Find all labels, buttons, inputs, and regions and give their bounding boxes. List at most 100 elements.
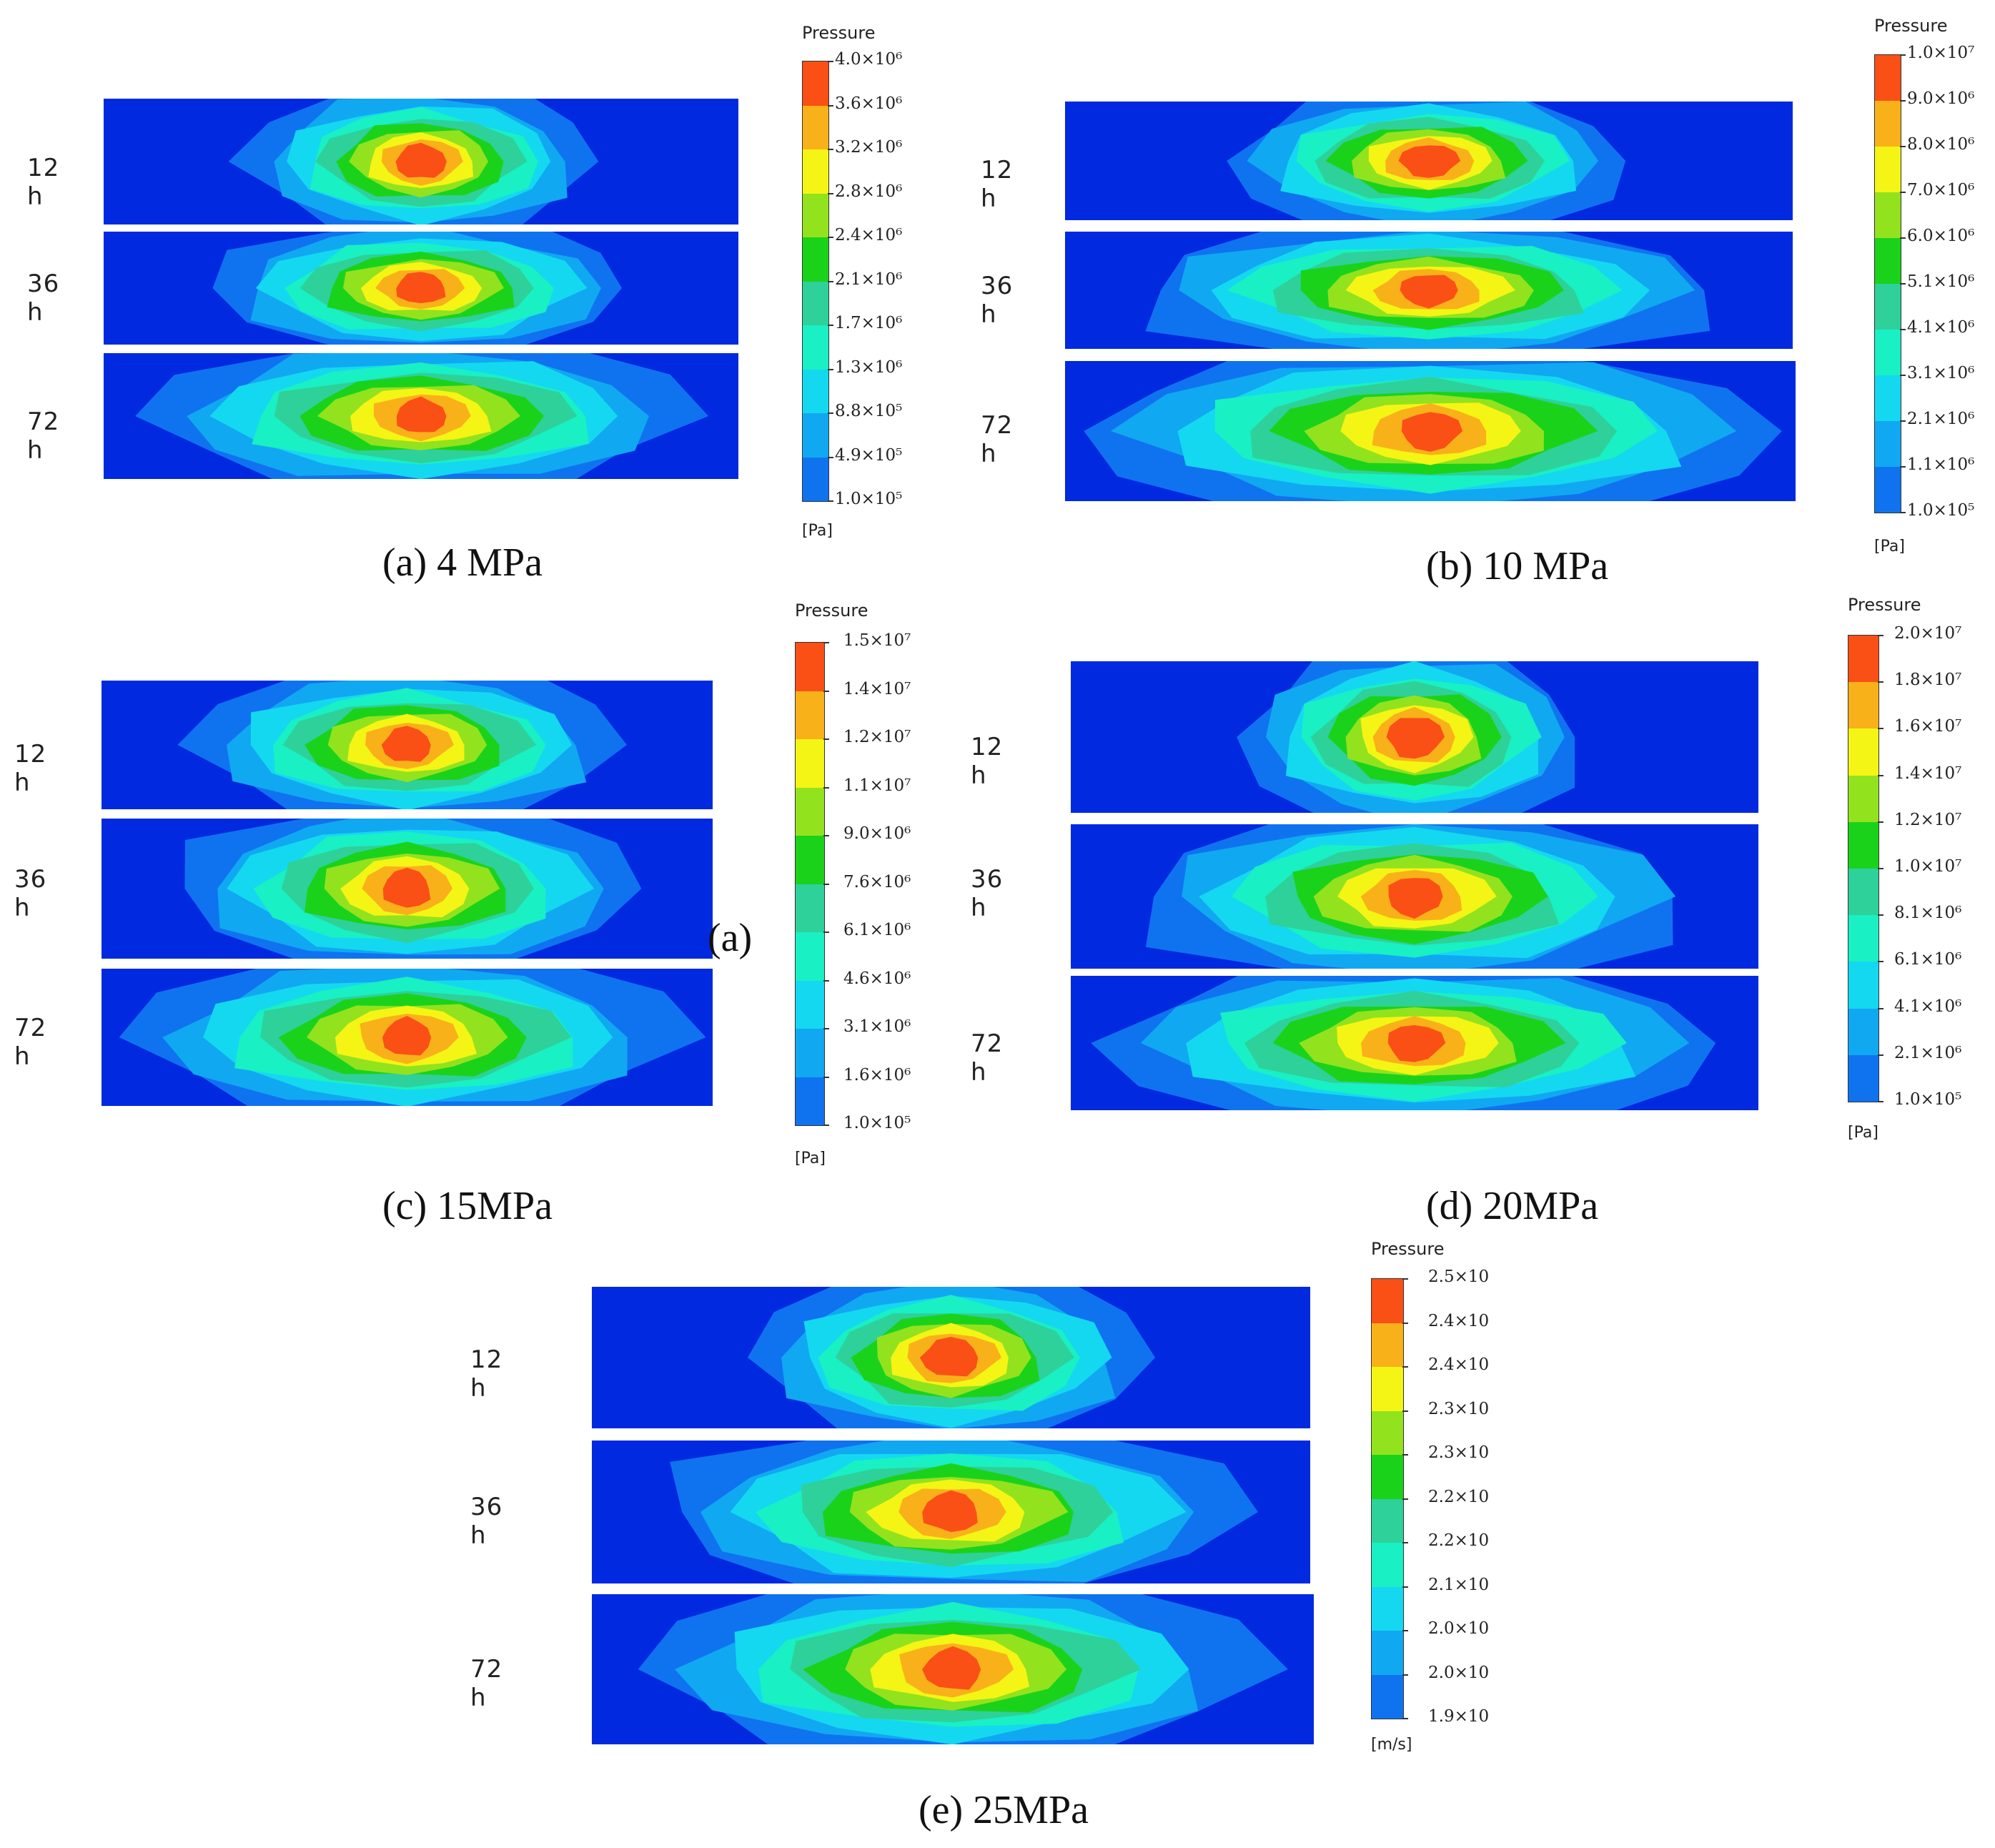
colorbar-tick-label: 3.1×10⁶ — [1907, 364, 1975, 382]
colorbar-tick-label: 4.9×10⁵ — [835, 445, 903, 465]
contour-level-10 — [396, 396, 447, 433]
colorbar-tick-mark — [1900, 466, 1906, 468]
colorbar-segment — [1372, 1367, 1403, 1411]
colorbar-tick-mark — [828, 61, 833, 62]
heatmap-2-72h — [102, 969, 713, 1106]
colorbar-segment — [1848, 915, 1878, 962]
colorbar-tick-mark — [1900, 512, 1906, 513]
colorbar-tick-mark — [1402, 1542, 1408, 1543]
colorbar-segment — [1372, 1674, 1403, 1719]
colorbar — [1371, 1278, 1404, 1719]
colorbar-segment — [1372, 1455, 1403, 1499]
heatmap-1-72h — [1065, 361, 1796, 501]
time-label: 12 h — [981, 156, 1014, 213]
colorbar-segment — [1848, 728, 1878, 776]
colorbar-tick-mark — [1878, 961, 1883, 963]
contour-level-10 — [919, 1337, 979, 1377]
colorbar-segment — [803, 237, 828, 282]
heatmap-4-36h — [592, 1441, 1310, 1583]
colorbar-tick-label: 1.0×10⁵ — [1894, 1090, 1962, 1109]
time-label: 36 h — [470, 1493, 503, 1550]
colorbar-tick-label: 9.0×10⁶ — [1907, 89, 1975, 108]
panel-caption: (b) 10 MPa — [1426, 544, 1609, 588]
colorbar-segment — [796, 739, 824, 788]
colorbar-tick-mark — [823, 738, 829, 740]
colorbar-title: Pressure — [1848, 595, 1921, 615]
colorbar-tick-mark — [823, 932, 829, 933]
colorbar-segment — [1848, 636, 1878, 683]
colorbar-tick-mark — [823, 979, 829, 982]
colorbar-unit: [Pa] — [802, 522, 833, 540]
colorbar-segment — [1875, 284, 1901, 330]
colorbar-tick-label: 4.6×10⁶ — [843, 969, 911, 988]
colorbar-segment — [803, 457, 828, 501]
colorbar-tick-mark — [823, 690, 829, 692]
colorbar-tick-mark — [1878, 868, 1883, 869]
colorbar-segment — [1848, 1054, 1878, 1102]
colorbar-segment — [796, 1077, 824, 1125]
colorbar-title: Pressure — [802, 23, 876, 43]
contour-level-10 — [382, 1016, 432, 1056]
heatmap-2-12h — [102, 681, 713, 809]
colorbar-tick-mark — [1878, 914, 1883, 916]
colorbar-tick-label: 2.5×10 — [1428, 1268, 1490, 1286]
colorbar-tick-mark — [828, 237, 833, 238]
colorbar-segment — [1848, 775, 1878, 822]
time-label: 12 h — [470, 1345, 503, 1403]
colorbar-segment — [1372, 1498, 1403, 1543]
colorbar-tick-label: 3.2×10⁶ — [835, 138, 903, 157]
colorbar-tick-mark — [828, 456, 833, 458]
colorbar-segment — [1372, 1586, 1403, 1631]
colorbar-tick-mark — [1878, 774, 1883, 776]
time-label: 12 h — [971, 733, 1004, 790]
colorbar-tick-label: 6.1×10⁶ — [1894, 950, 1962, 969]
colorbar-segment — [1848, 868, 1878, 916]
colorbar-tick-label: 2.2×10 — [1428, 1487, 1490, 1506]
colorbar-tick-label: 2.0×10 — [1428, 1619, 1490, 1638]
time-label: 12 h — [27, 154, 60, 211]
colorbar-tick-label: 1.0×10⁵ — [835, 490, 903, 508]
colorbar-segment — [1848, 682, 1878, 729]
colorbar-tick-mark — [1402, 1278, 1408, 1280]
heatmap-3-36h — [1071, 824, 1758, 969]
colorbar-tick-label: 1.8×10⁷ — [1894, 671, 1962, 690]
colorbar-segment — [803, 193, 828, 237]
colorbar-tick-label: 8.1×10⁶ — [1894, 904, 1962, 923]
colorbar-tick-label: 2.3×10 — [1428, 1443, 1490, 1462]
colorbar-segment — [803, 149, 828, 194]
colorbar-tick-label: 2.4×10 — [1428, 1311, 1490, 1330]
time-label: 72 h — [27, 407, 60, 465]
colorbar — [802, 61, 829, 502]
colorbar-tick-mark — [823, 786, 829, 789]
colorbar-tick-label: 2.4×10 — [1428, 1355, 1490, 1374]
time-label: 36 h — [971, 865, 1004, 922]
colorbar-tick-mark — [1402, 1498, 1408, 1500]
time-label: 36 h — [981, 272, 1014, 329]
colorbar-tick-label: 1.2×10⁷ — [1894, 810, 1962, 829]
colorbar-segment — [803, 325, 828, 370]
colorbar-tick-label: 2.8×10⁶ — [835, 182, 903, 201]
colorbar-tick-label: 4.1×10⁶ — [1907, 318, 1975, 337]
colorbar-segment — [796, 980, 824, 1029]
colorbar-segment — [803, 281, 828, 325]
colorbar-tick-mark — [1900, 420, 1906, 422]
colorbar-tick-label: 1.1×10⁶ — [1907, 455, 1975, 474]
contour-level-10 — [395, 142, 447, 178]
colorbar-segment — [796, 643, 824, 691]
colorbar-tick-mark — [1402, 1322, 1408, 1324]
colorbar-tick-mark — [1402, 1454, 1408, 1456]
colorbar-segment — [1875, 192, 1901, 238]
colorbar-segment — [1875, 330, 1901, 375]
colorbar-segment — [1372, 1279, 1403, 1323]
colorbar-tick-label: 2.0×10⁷ — [1894, 624, 1962, 643]
colorbar-tick-mark — [828, 280, 833, 282]
heatmap-1-36h — [1065, 232, 1793, 349]
contour-level-10 — [382, 867, 431, 908]
colorbar-tick-mark — [1900, 375, 1906, 376]
panel-caption: (c) 15MPa — [382, 1184, 553, 1228]
heatmap-3-72h — [1071, 976, 1758, 1110]
colorbar-segment — [796, 691, 824, 739]
colorbar-segment — [1848, 1008, 1878, 1055]
colorbar-segment — [1372, 1410, 1403, 1455]
colorbar-segment — [1875, 467, 1901, 513]
